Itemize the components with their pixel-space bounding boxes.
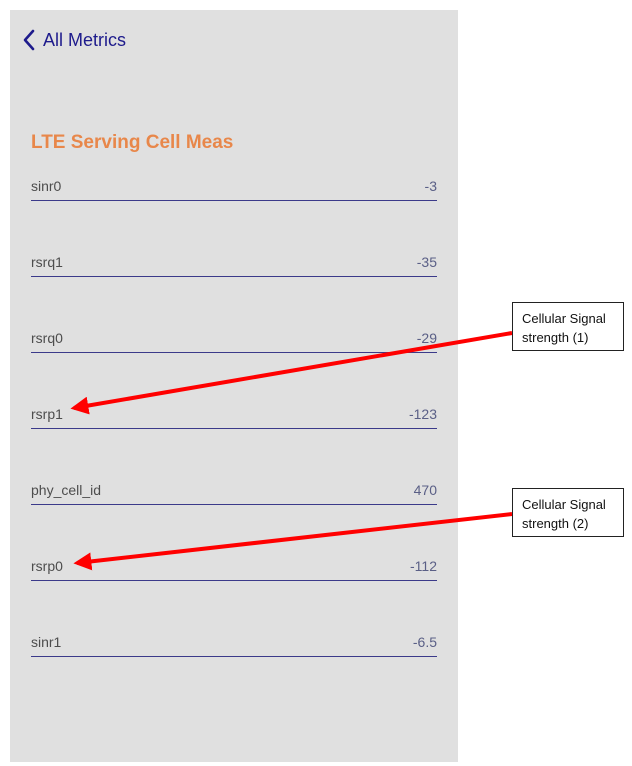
metric-row-phy-cell-id: phy_cell_id 470 — [31, 482, 437, 505]
metric-row-rsrq1: rsrq1 -35 — [31, 254, 437, 277]
metric-value: -6.5 — [412, 634, 437, 650]
metric-value: -3 — [424, 178, 437, 194]
metric-name: phy_cell_id — [31, 482, 102, 498]
metric-row-rsrp1: rsrp1 -123 — [31, 406, 437, 429]
phone-screen: All Metrics LTE Serving Cell Meas sinr0 … — [10, 10, 458, 762]
metric-value: -35 — [416, 254, 437, 270]
metric-name: rsrp0 — [31, 558, 63, 574]
metric-row-sinr1: sinr1 -6.5 — [31, 634, 437, 657]
chevron-left-icon — [23, 29, 35, 51]
metric-row-rsrp0: rsrp0 -112 — [31, 558, 437, 581]
metric-name: sinr1 — [31, 634, 62, 650]
metric-row-rsrq0: rsrq0 -29 — [31, 330, 437, 353]
metric-name: rsrq0 — [31, 330, 63, 346]
metric-value: -123 — [408, 406, 437, 422]
metric-value: -112 — [410, 558, 437, 574]
annotation-callout-line: strength (2) — [522, 516, 589, 531]
metric-value: -29 — [416, 330, 437, 346]
metric-row-sinr0: sinr0 -3 — [31, 178, 437, 201]
metric-value: 470 — [413, 482, 437, 498]
section-title: LTE Serving Cell Meas — [31, 132, 234, 153]
metric-name: rsrq1 — [31, 254, 63, 270]
metric-name: sinr0 — [31, 178, 62, 194]
annotation-callout-2: Cellular Signal strength (2) — [512, 488, 624, 537]
metric-name: rsrp1 — [31, 406, 63, 422]
annotation-callout-line: Cellular Signal — [522, 311, 606, 326]
annotation-callout-line: Cellular Signal — [522, 497, 606, 512]
back-button[interactable]: All Metrics — [22, 28, 126, 52]
annotation-callout-line: strength (1) — [522, 330, 589, 345]
back-button-label: All Metrics — [43, 29, 127, 50]
annotation-callout-1: Cellular Signal strength (1) — [512, 302, 624, 351]
